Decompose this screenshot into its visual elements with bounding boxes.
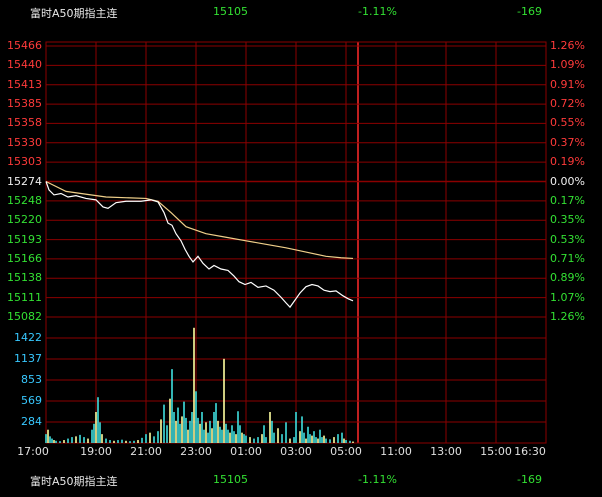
volume-tick-label: 569 <box>21 394 42 407</box>
percent-tick-label: 0.17% <box>550 193 585 207</box>
price-tick-label: 15440 <box>7 58 42 72</box>
time-tick-label: 01:00 <box>230 445 262 458</box>
footer-bar: 富时A50期指主连 15105 -1.11% -169 <box>0 468 602 490</box>
percent-tick-label: 1.07% <box>550 290 585 304</box>
price-tick-label: 15082 <box>7 310 42 323</box>
percent-tick-label: 0.35% <box>550 213 585 227</box>
time-tick-label: 11:00 <box>380 445 412 458</box>
footer-change-value: -169 <box>517 473 542 486</box>
price-tick-label: 15358 <box>7 116 42 130</box>
time-tick-label: 16:30 <box>514 445 546 458</box>
change-value: -169 <box>517 5 542 18</box>
time-tick-label: 17:00 <box>17 445 49 458</box>
percent-tick-label: 0.37% <box>550 135 585 149</box>
percent-tick-label: 1.26% <box>550 310 585 323</box>
price-tick-label: 15193 <box>7 232 42 246</box>
price-tick-label: 15220 <box>7 213 42 227</box>
time-tick-label: 05:00 <box>330 445 362 458</box>
price-tick-label: 15466 <box>7 39 42 52</box>
volume-tick-label: 853 <box>21 373 42 386</box>
volume-tick-label: 1137 <box>14 352 42 365</box>
percent-tick-label: 0.72% <box>550 97 585 111</box>
price-tick-label: 15330 <box>7 135 42 149</box>
price-tick-label: 15248 <box>7 193 42 207</box>
percent-tick-label: 0.19% <box>550 155 585 169</box>
percent-tick-label: 0.91% <box>550 77 585 91</box>
footer-last-price: 15105 <box>213 473 248 486</box>
last-price: 15105 <box>213 5 248 18</box>
percent-tick-label: 0.71% <box>550 251 585 265</box>
price-tick-label: 15413 <box>7 77 42 91</box>
change-percent: -1.11% <box>358 5 397 18</box>
price-tick-label: 15274 <box>7 174 42 188</box>
percent-tick-label: 1.26% <box>550 39 585 52</box>
volume-tick-label: 284 <box>21 415 42 428</box>
percent-tick-label: 0.53% <box>550 232 585 246</box>
volume-tick-label: 1422 <box>14 331 42 344</box>
time-tick-label: 19:00 <box>80 445 112 458</box>
footer-instrument-name[interactable]: 富时A50期指主连 <box>30 475 118 488</box>
percent-tick-label: 0.89% <box>550 271 585 285</box>
header-bar: 富时A50期指主连 15105 -1.11% -169 <box>0 0 602 22</box>
time-tick-label: 13:00 <box>430 445 462 458</box>
time-tick-label: 21:00 <box>130 445 162 458</box>
time-tick-label: 03:00 <box>280 445 312 458</box>
price-tick-label: 15385 <box>7 97 42 111</box>
instrument-name[interactable]: 富时A50期指主连 <box>30 7 118 20</box>
price-tick-label: 15166 <box>7 251 42 265</box>
percent-tick-label: 0.55% <box>550 116 585 130</box>
percent-tick-label: 0.00% <box>550 174 585 188</box>
footer-change-percent: -1.11% <box>358 473 397 486</box>
time-tick-label: 15:00 <box>480 445 512 458</box>
price-tick-label: 15111 <box>7 290 42 304</box>
price-tick-label: 15303 <box>7 155 42 169</box>
time-tick-label: 23:00 <box>180 445 212 458</box>
price-tick-label: 15138 <box>7 271 42 285</box>
average-price-line <box>45 180 354 260</box>
price-line <box>45 181 354 309</box>
percent-tick-label: 1.09% <box>550 58 585 72</box>
